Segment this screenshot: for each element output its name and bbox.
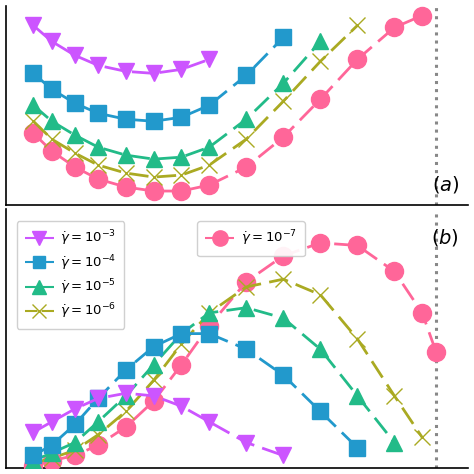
Text: $(a)$: $(a)$ — [432, 174, 459, 195]
Legend: $\dot{\gamma} = 10^{-7}$: $\dot{\gamma} = 10^{-7}$ — [197, 221, 305, 256]
Text: $(b)$: $(b)$ — [431, 228, 459, 248]
